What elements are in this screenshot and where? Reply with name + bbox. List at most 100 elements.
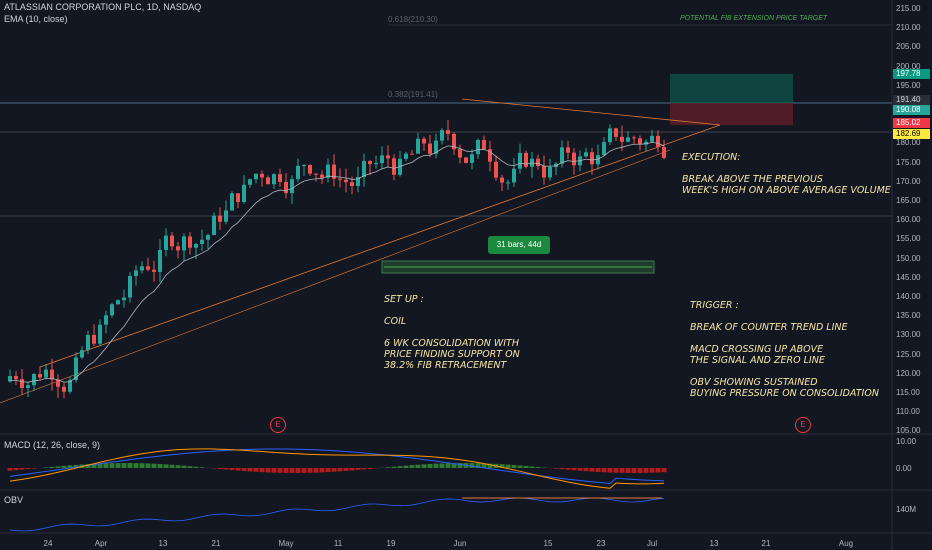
macd-histogram-bar xyxy=(169,464,175,468)
bars-range-label[interactable]: 31 bars, 44d xyxy=(488,236,550,254)
price-axis-label: 165.00 xyxy=(896,196,921,205)
macd-histogram-bar xyxy=(319,468,325,473)
macd-histogram-bar xyxy=(355,468,361,470)
candle-body xyxy=(410,153,414,155)
candle-body xyxy=(440,130,444,141)
macd-histogram-bar xyxy=(259,468,265,473)
macd-histogram-bar xyxy=(661,468,667,473)
candle-body xyxy=(74,357,78,381)
price-axis-label: 205.00 xyxy=(896,42,921,52)
candle-body xyxy=(8,376,12,382)
candle-body xyxy=(344,179,348,183)
time-axis-label: 11 xyxy=(333,539,343,548)
candle-body xyxy=(242,184,246,202)
price-axis-label: 135.00 xyxy=(896,311,921,321)
candle-body xyxy=(20,379,24,388)
loss-zone xyxy=(670,103,793,125)
macd-histogram-bar xyxy=(13,468,19,471)
macd-axis-label: 10.00 xyxy=(896,437,917,446)
candle-body xyxy=(476,140,480,155)
candle-body xyxy=(566,147,570,153)
candle-body xyxy=(518,152,522,169)
price-axis-label: 150.00 xyxy=(896,253,921,263)
macd-histogram-bar xyxy=(73,464,79,468)
macd-histogram-bar xyxy=(277,468,283,473)
candle-body xyxy=(536,158,540,167)
macd-histogram-bar xyxy=(583,468,589,472)
macd-histogram-bar xyxy=(55,466,61,468)
macd-histogram-bar xyxy=(565,468,571,470)
time-axis-label: May xyxy=(278,539,294,548)
candle-body xyxy=(458,149,462,158)
candle-body xyxy=(596,155,600,165)
candle-body xyxy=(296,165,300,180)
macd-histogram-bar xyxy=(499,464,505,468)
macd-histogram-bar xyxy=(415,464,421,468)
candle-body xyxy=(320,174,324,178)
macd-histogram-bar xyxy=(409,465,415,468)
ema-legend: EMA (10, close) xyxy=(4,14,68,24)
macd-histogram-bar xyxy=(199,467,205,468)
candle-body xyxy=(140,266,144,271)
macd-histogram-bar xyxy=(229,468,235,471)
candle-body xyxy=(236,193,240,202)
time-axis-label: 24 xyxy=(43,539,53,548)
candle-body xyxy=(356,177,360,186)
time-axis-label: 23 xyxy=(596,539,606,548)
candle-body xyxy=(506,182,510,184)
candle-body xyxy=(104,315,108,325)
macd-histogram-bar xyxy=(121,463,127,468)
candle-body xyxy=(548,167,552,178)
macd-histogram-bar xyxy=(19,468,25,470)
candle-body xyxy=(470,154,474,163)
counter-trend-line xyxy=(461,98,721,126)
time-axis-label: 21 xyxy=(211,539,221,548)
candle-body xyxy=(122,297,126,301)
candle-body xyxy=(662,146,666,158)
candle-body xyxy=(602,142,606,156)
price-axis-label: 130.00 xyxy=(896,330,921,340)
profit-zone xyxy=(670,74,793,103)
last-price-tag: 190.08 xyxy=(893,105,930,115)
candle-body xyxy=(416,138,420,154)
macd-histogram-bar xyxy=(343,468,349,471)
candle-body xyxy=(182,236,186,251)
macd-histogram-bar xyxy=(385,467,391,468)
time-axis-label: Aug xyxy=(838,539,854,548)
macd-histogram-bar xyxy=(265,468,271,473)
earnings-marker[interactable]: E xyxy=(795,417,811,433)
macd-histogram-bar xyxy=(469,463,475,468)
earnings-marker[interactable]: E xyxy=(270,417,286,433)
macd-histogram-bar xyxy=(403,465,409,468)
macd-axis-label: 0.00 xyxy=(896,464,912,473)
price-axis-label: 125.00 xyxy=(896,349,921,359)
candle-body xyxy=(608,128,612,143)
candle-body xyxy=(374,163,378,165)
candle-body xyxy=(176,246,180,251)
macd-histogram-bar xyxy=(397,466,403,468)
macd-histogram-bar xyxy=(157,464,163,468)
setup-note: SET UP : COIL 6 WK CONSOLIDATION WITH PR… xyxy=(384,294,520,371)
macd-histogram-bar xyxy=(325,468,331,473)
macd-histogram-bar xyxy=(637,468,643,473)
candle-body xyxy=(650,135,654,142)
macd-histogram-bar xyxy=(175,465,181,468)
candle-body xyxy=(302,164,306,166)
symbol-title: ATLASSIAN CORPORATION PLC, 1D, NASDAQ xyxy=(4,2,202,12)
candle-body xyxy=(134,270,138,277)
candle-body xyxy=(92,334,96,344)
macd-histogram-bar xyxy=(643,468,649,473)
macd-histogram-bar xyxy=(139,463,145,468)
candle-body xyxy=(248,179,252,185)
target-price-tag: 197.78 xyxy=(893,69,930,79)
macd-histogram-bar xyxy=(367,468,373,469)
candle-body xyxy=(350,182,354,186)
candle-body xyxy=(50,369,54,380)
macd-histogram-bar xyxy=(589,468,595,472)
macd-histogram-bar xyxy=(271,468,277,473)
macd-histogram-bar xyxy=(607,468,613,473)
candle-body xyxy=(218,215,222,222)
macd-histogram-bar xyxy=(145,463,151,468)
